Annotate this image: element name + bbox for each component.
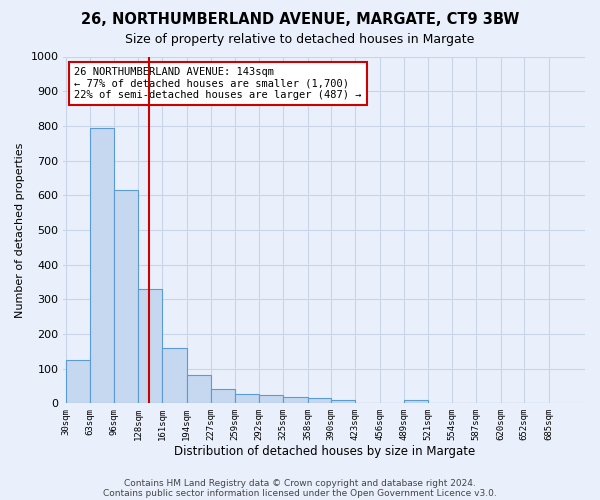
Bar <box>90 128 115 403</box>
Bar <box>211 390 235 403</box>
Bar <box>66 360 90 403</box>
Text: Contains HM Land Registry data © Crown copyright and database right 2024.: Contains HM Land Registry data © Crown c… <box>124 478 476 488</box>
Y-axis label: Number of detached properties: Number of detached properties <box>15 142 25 318</box>
Bar <box>308 398 331 403</box>
Bar <box>331 400 355 403</box>
Bar <box>404 400 428 403</box>
Bar <box>259 395 283 403</box>
X-axis label: Distribution of detached houses by size in Margate: Distribution of detached houses by size … <box>173 444 475 458</box>
Text: Contains public sector information licensed under the Open Government Licence v3: Contains public sector information licen… <box>103 488 497 498</box>
Bar <box>235 394 259 403</box>
Bar <box>115 190 138 403</box>
Bar <box>283 397 308 403</box>
Bar <box>187 376 211 403</box>
Bar <box>138 290 163 403</box>
Text: Size of property relative to detached houses in Margate: Size of property relative to detached ho… <box>125 32 475 46</box>
Text: 26, NORTHUMBERLAND AVENUE, MARGATE, CT9 3BW: 26, NORTHUMBERLAND AVENUE, MARGATE, CT9 … <box>81 12 519 28</box>
Bar <box>163 348 187 403</box>
Text: 26 NORTHUMBERLAND AVENUE: 143sqm
← 77% of detached houses are smaller (1,700)
22: 26 NORTHUMBERLAND AVENUE: 143sqm ← 77% o… <box>74 67 361 100</box>
